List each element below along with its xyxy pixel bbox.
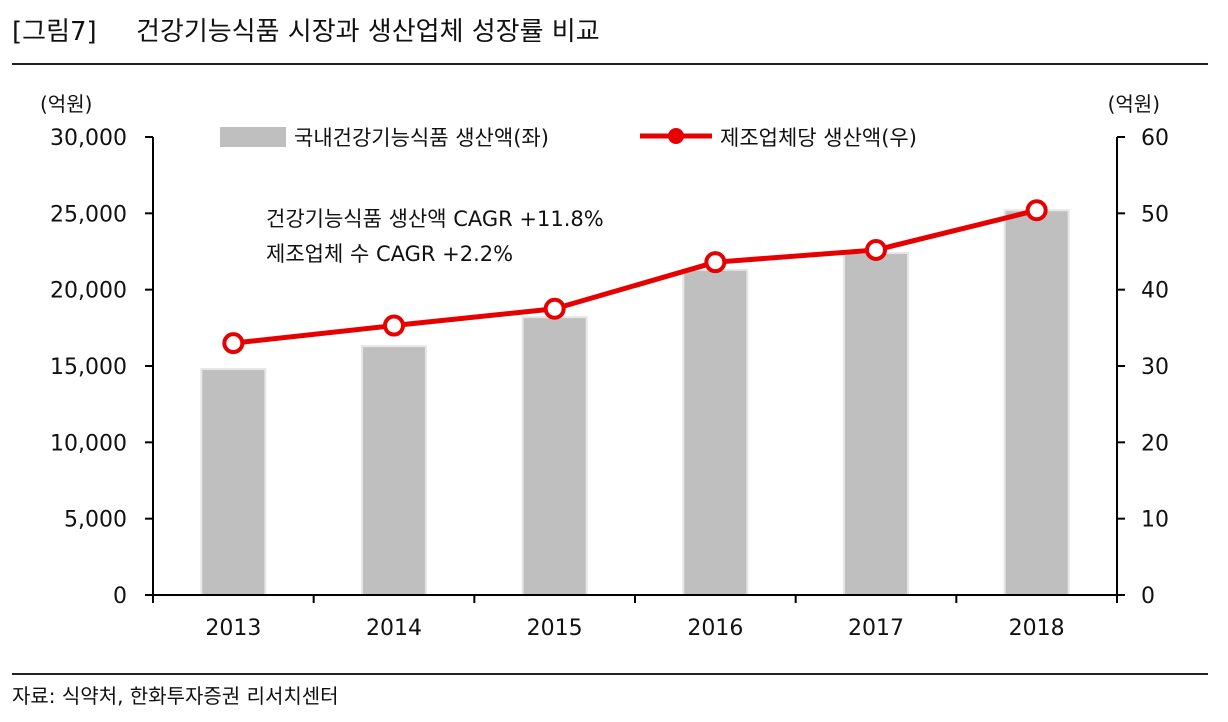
legend-line-marker bbox=[668, 128, 684, 144]
legend-bar-swatch bbox=[220, 127, 286, 147]
x-tick-label: 2018 bbox=[1009, 616, 1065, 641]
right-tick-label: 10 bbox=[1141, 508, 1169, 533]
bar-2018 bbox=[1003, 209, 1070, 596]
x-tick-label: 2013 bbox=[205, 616, 261, 641]
line-point-2014 bbox=[383, 314, 405, 337]
x-tick-label: 2014 bbox=[366, 616, 422, 641]
bar-2015 bbox=[521, 316, 588, 596]
left-axis-unit: (억원) bbox=[40, 92, 92, 116]
bar-2014 bbox=[361, 345, 427, 596]
right-tick-label: 40 bbox=[1141, 279, 1169, 304]
right-axis-unit: (억원) bbox=[1108, 92, 1160, 116]
left-tick-label: 15,000 bbox=[50, 355, 127, 380]
left-tick-label: 0 bbox=[113, 584, 127, 609]
left-tick-label: 20,000 bbox=[50, 279, 127, 304]
line-point-2013 bbox=[222, 332, 245, 355]
bottom-rule bbox=[12, 673, 1208, 675]
x-tick-label: 2016 bbox=[687, 616, 743, 641]
line-series bbox=[233, 207, 1038, 346]
line-point-2018 bbox=[1025, 199, 1048, 222]
bar-2017 bbox=[843, 252, 909, 596]
figure-header: [그림7] 건강기능식품 시장과 생산업체 성장률 비교 bbox=[12, 10, 1208, 54]
cagr-annotation: 제조업체 수 CAGR +2.2% bbox=[266, 242, 513, 266]
bar-2016 bbox=[682, 268, 749, 596]
right-tick-label: 20 bbox=[1141, 431, 1169, 456]
left-tick-label: 30,000 bbox=[50, 126, 127, 151]
legend-line-label: 제조업체당 생산액(우) bbox=[720, 126, 917, 150]
figure-title: 건강기능식품 시장과 생산업체 성장률 비교 bbox=[136, 17, 600, 47]
right-tick-label: 30 bbox=[1141, 355, 1169, 380]
line-point-2015 bbox=[543, 297, 566, 320]
x-tick-label: 2017 bbox=[848, 616, 904, 641]
figure-number: [그림7] bbox=[12, 17, 97, 47]
x-tick-label: 2015 bbox=[527, 616, 583, 641]
right-tick-label: 50 bbox=[1141, 202, 1169, 227]
bar-2013 bbox=[200, 368, 267, 597]
left-tick-label: 10,000 bbox=[50, 431, 127, 456]
legend-bar-label: 국내건강기능식품 생산액(좌) bbox=[294, 126, 549, 150]
top-rule bbox=[12, 63, 1208, 65]
right-tick-label: 60 bbox=[1141, 126, 1169, 151]
line-point-2016 bbox=[704, 251, 727, 274]
left-tick-label: 5,000 bbox=[64, 508, 127, 533]
line-point-2017 bbox=[865, 238, 887, 261]
cagr-annotation: 건강기능식품 생산액 CAGR +11.8% bbox=[266, 207, 604, 231]
source-note: 자료: 식약처, 한화투자증권 리서치센터 bbox=[12, 684, 339, 708]
right-tick-label: 0 bbox=[1141, 584, 1155, 609]
left-tick-label: 25,000 bbox=[50, 202, 127, 227]
